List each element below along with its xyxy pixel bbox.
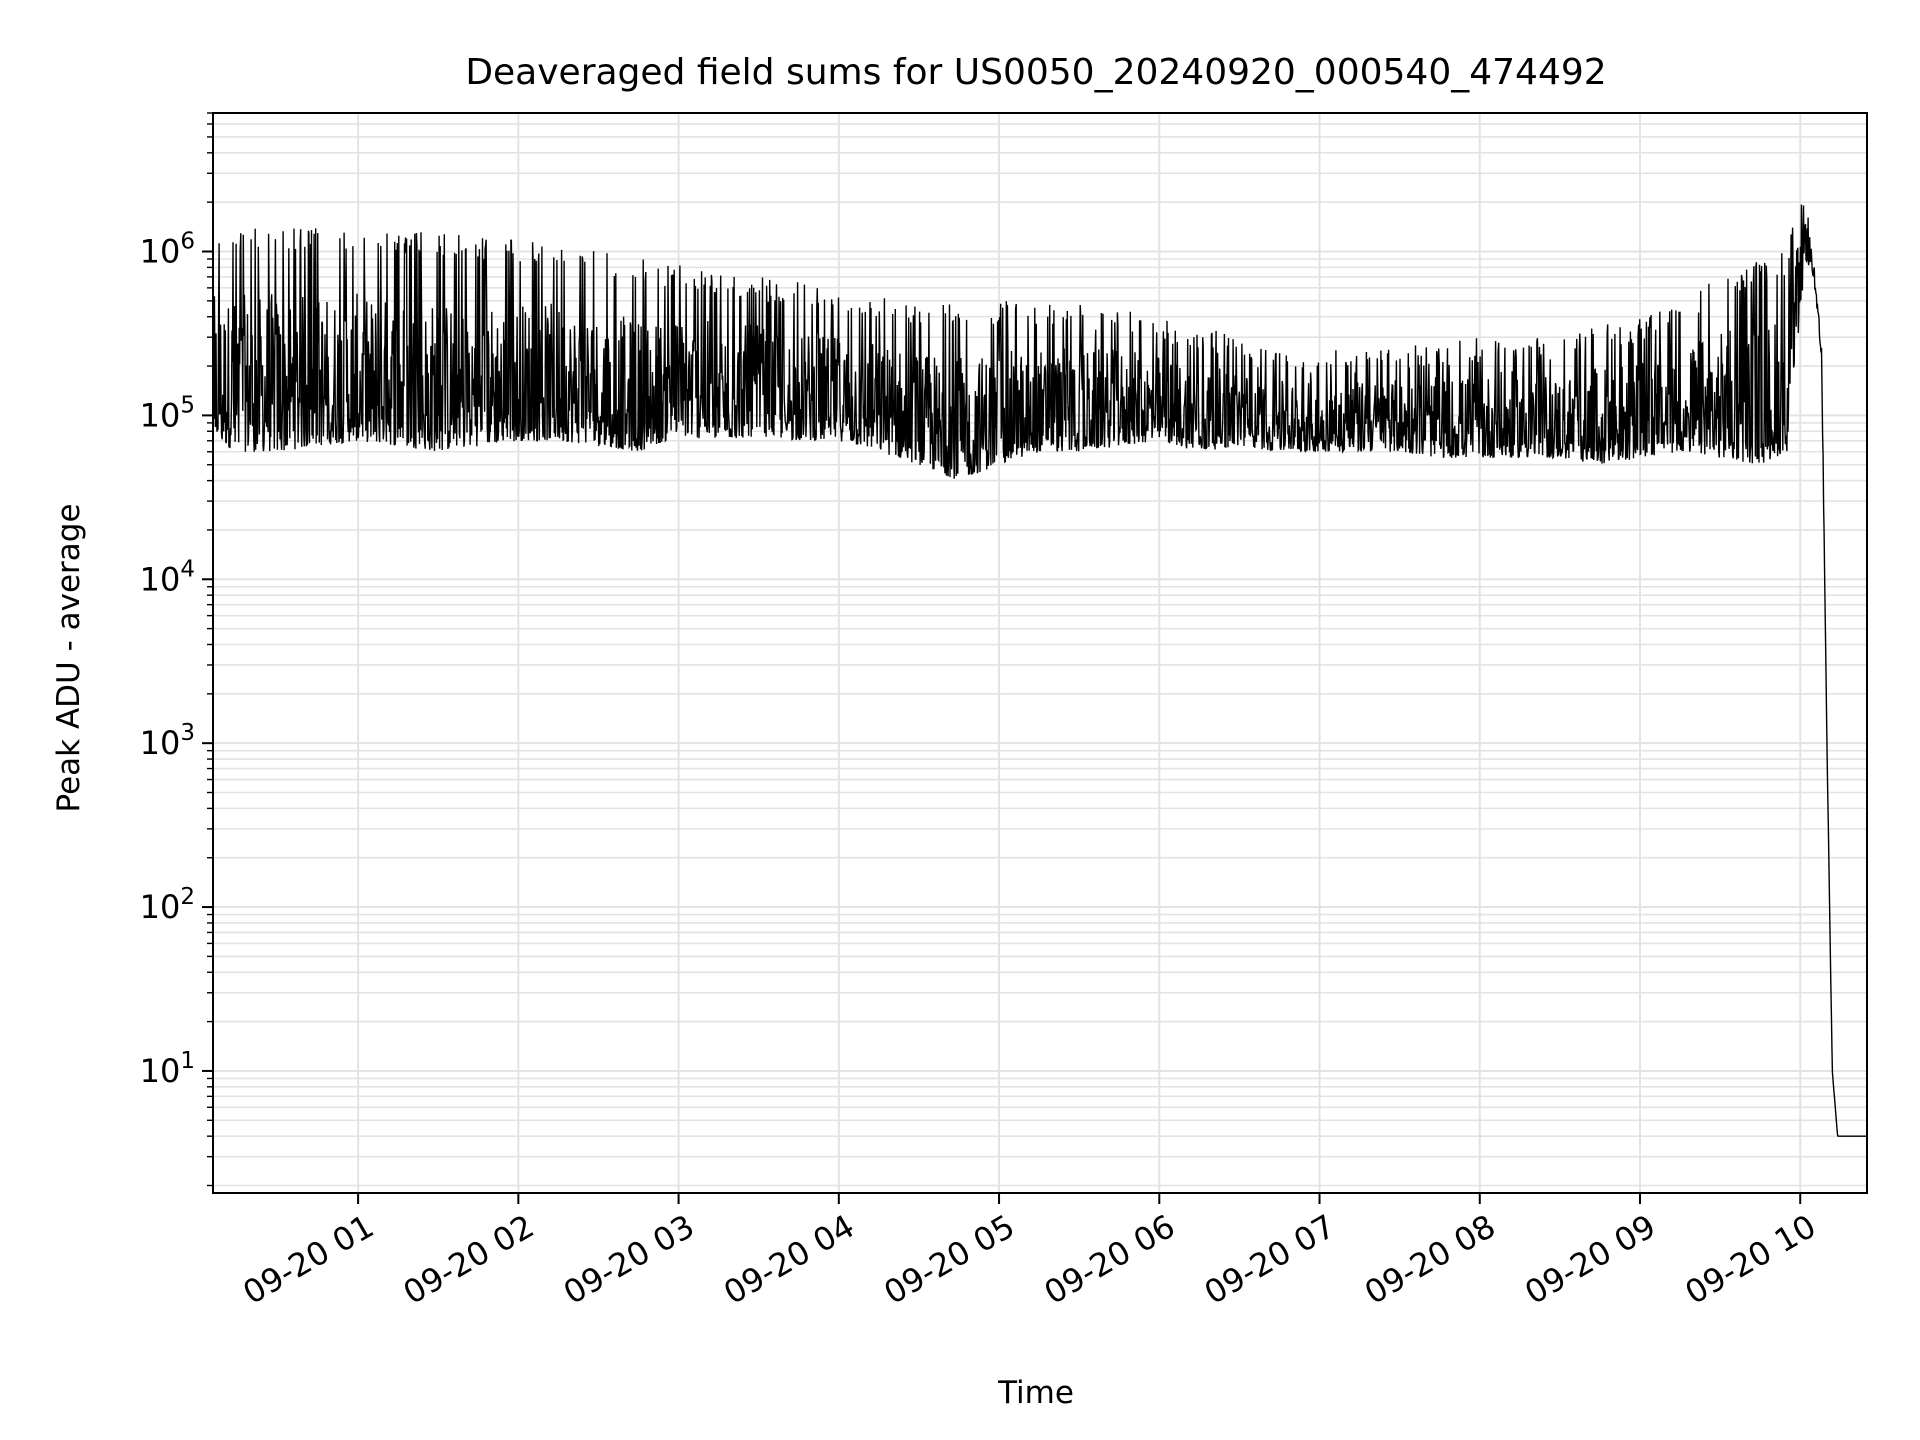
y-tick-label: 102 [140,884,195,926]
y-tick-label: 103 [140,720,195,762]
y-tick-label: 104 [140,556,195,598]
chart-title: Deaveraged field sums for US0050_2024092… [465,52,1606,93]
y-tick-label: 105 [140,392,195,434]
x-axis-label: Time [997,1375,1074,1411]
plot-frame [212,112,1868,1194]
y-tick-label: 101 [140,1048,195,1090]
series-line [213,204,1867,1137]
y-tick-label: 106 [140,229,195,271]
data-trace [213,204,1867,1137]
y-axis-label: Peak ADU - average [51,503,87,812]
